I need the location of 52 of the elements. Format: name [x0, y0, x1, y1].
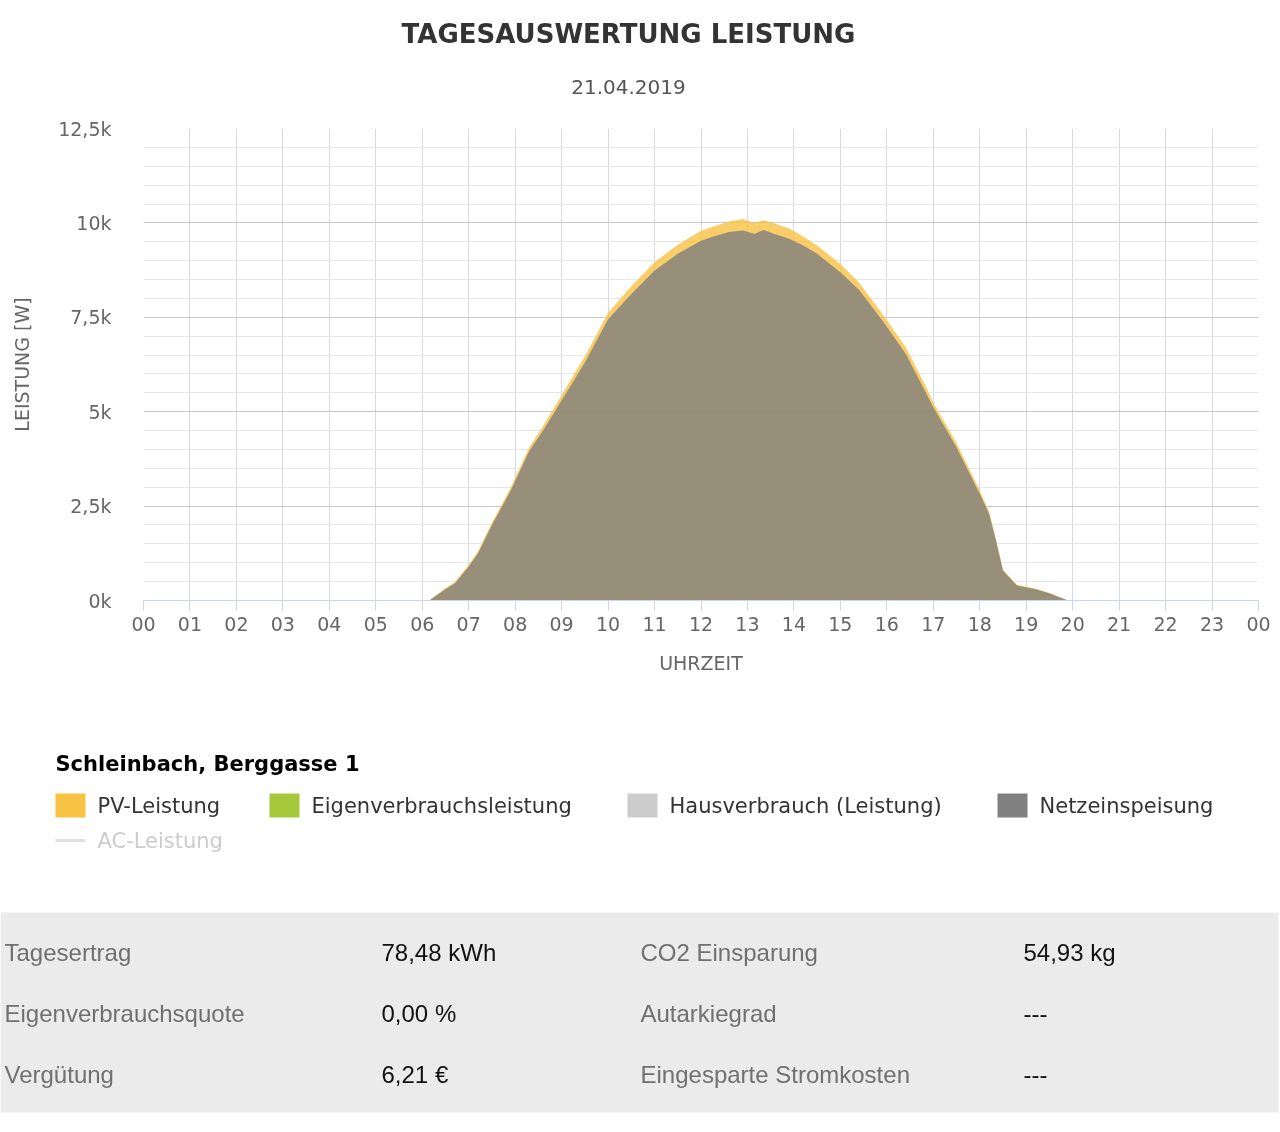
text: Vergütung — [4, 1061, 114, 1088]
y-tick-label: 10k — [76, 211, 112, 234]
text: --- — [1023, 1061, 1048, 1088]
x-tick-label: 02 — [224, 612, 249, 635]
y-tick-label: 0k — [88, 589, 112, 612]
chart-subtitle: 21.04.2019 — [571, 74, 686, 99]
x-tick-label: 19 — [1014, 612, 1039, 635]
x-tick-label: 16 — [874, 612, 899, 635]
legend-label: Netzeinspeisung — [1039, 793, 1214, 818]
text: Autarkiegrad — [640, 1000, 777, 1027]
text: Tagesertrag — [4, 939, 132, 966]
text: 0,00 % — [381, 1000, 457, 1027]
x-tick-label: 22 — [1153, 612, 1178, 635]
x-tick-label: 17 — [921, 612, 946, 635]
legend-label: PV-Leistung — [97, 793, 221, 818]
x-tick-label: 10 — [595, 612, 621, 635]
text: Eingesparte Stromkosten — [640, 1061, 910, 1088]
text: 6,21 € — [381, 1061, 449, 1088]
text: --- — [1023, 1000, 1048, 1027]
legend-label: Hausverbrauch (Leistung) — [669, 793, 942, 818]
x-tick-label: 14 — [781, 612, 807, 635]
x-tick-label: 12 — [688, 612, 714, 635]
x-tick-label: 11 — [642, 612, 667, 635]
x-tick-label: 20 — [1060, 612, 1085, 635]
text: 54,93 kg — [1023, 939, 1116, 966]
legend-label: Eigenverbrauchsleistung — [311, 793, 572, 818]
x-axis-title: UHRZEIT — [659, 651, 744, 674]
x-tick-label: 18 — [967, 612, 992, 635]
y-tick-label: 5k — [88, 400, 112, 423]
chart-title: TAGESAUSWERTUNG LEISTUNG — [401, 18, 856, 49]
x-tick-label: 23 — [1199, 612, 1225, 635]
x-tick-label: 21 — [1107, 612, 1132, 635]
y-tick-label: 2,5k — [70, 495, 112, 518]
y-tick-label: 12,5k — [58, 117, 112, 140]
x-tick-label: 00 — [131, 612, 156, 635]
x-tick-label: 08 — [503, 612, 528, 635]
x-tick-label: 03 — [270, 612, 295, 635]
x-tick-label: 05 — [363, 612, 388, 635]
text: Eigenverbrauchsquote — [4, 1000, 245, 1027]
x-tick-label: 09 — [549, 612, 574, 635]
legend-title: Schleinbach, Berggasse 1 — [55, 751, 360, 776]
x-tick-label: 01 — [177, 612, 203, 635]
x-tick-label: 06 — [410, 612, 435, 635]
y-axis-title: LEISTUNG [W] — [11, 297, 34, 432]
y-tick-label: 7,5k — [70, 306, 112, 329]
text: 78,48 kWh — [381, 939, 497, 966]
text: CO2 Einsparung — [640, 939, 818, 966]
x-tick-label: 04 — [317, 612, 342, 635]
x-tick-label: 07 — [456, 612, 481, 635]
x-tick-label: 15 — [828, 612, 853, 635]
x-tick-label: 13 — [735, 612, 760, 635]
x-tick-label: 00 — [1246, 612, 1271, 635]
